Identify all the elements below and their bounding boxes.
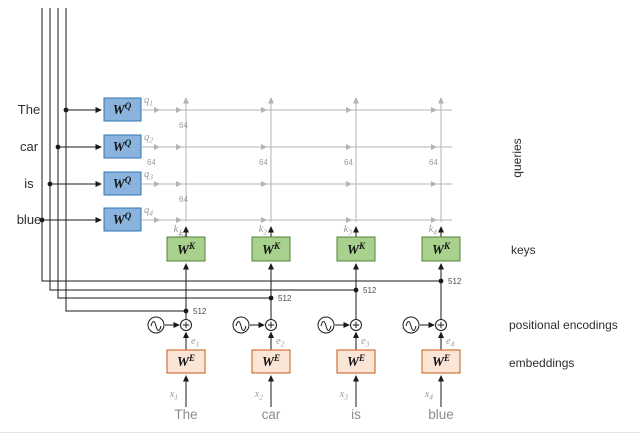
left-word-1: The [18,102,40,117]
dim-64-label: 64 [259,158,268,167]
x4-label: x4 [424,389,434,402]
wk-box-2 [251,236,291,262]
dim-64-label: 64 [147,158,156,167]
left-word-3: is [24,176,34,191]
left-word-2: car [20,139,39,154]
bottom-word-2: car [262,407,281,422]
sine-wave-icon [235,321,247,331]
routing-line-token2 [57,8,271,299]
we-box-2-label: WE [262,353,280,369]
dim-512-label: 512 [448,277,462,286]
plus-icon [437,321,445,329]
dim-64-label: 64 [344,158,353,167]
wq-box-1-label: WQ [113,101,132,117]
e2-label: e2 [276,336,285,349]
wq-box-3-label: WQ [113,175,132,191]
dim-512-label: 512 [363,286,377,295]
x3-label: x3 [339,389,349,402]
q2-label: q2 [144,132,153,145]
wk-box-3 [336,236,376,262]
we-box-3-label: WE [347,353,365,369]
wk-box-4-label: WK [432,241,451,257]
bottom-word-1: The [174,407,197,422]
branch-dot-512-2 [268,295,274,301]
k2-label: k2 [259,224,268,237]
side-labels: queries keys positional encodings embedd… [509,138,618,370]
wk-box-3-label: WK [347,241,366,257]
plus-icon [182,321,190,329]
query-key-grid: q1 q2 q3 q4 64 64 64 64 64 64 64 [141,95,452,240]
branch-dot-512-3 [353,287,359,293]
wk-box-1 [166,236,206,262]
wk-box-4 [421,236,461,262]
routing-line-token1 [65,8,186,312]
routing-line-token4 [41,8,441,282]
k4-label: k4 [429,224,438,237]
key-weight-row: k1 k2 k3 k4 WK WK WK WK [166,224,461,262]
k1-label: k1 [174,224,182,237]
embeddings-row-label: embeddings [509,356,574,370]
wk-box-1-label: WK [177,241,196,257]
q3-label: q3 [144,169,153,182]
plus-icon [267,321,275,329]
we-box-4 [421,349,461,374]
sine-wave-icon [150,321,162,331]
we-box-1-label: WE [177,353,195,369]
e1-label: e1 [191,336,199,349]
we-box-2 [251,349,291,374]
we-box-4-label: WE [432,353,450,369]
left-words: The car is blue [17,102,102,227]
x1-label: x1 [169,389,178,402]
embedding-row: WE WE WE WE x1 x2 x3 x4 [166,349,461,407]
dim-64-label: 64 [429,158,438,167]
dim-512-label: 512 [278,294,292,303]
dim-512-label: 512 [193,307,207,316]
positional-encodings-row-label: positional encodings [509,318,618,332]
bottom-words: The car is blue [174,407,453,422]
wq-box-4-label: WQ [113,211,132,227]
left-word-4: blue [17,212,42,227]
branch-dot-512-1 [183,308,189,314]
input-routing-lines [41,8,441,312]
q4-label: q4 [144,205,153,218]
query-weight-boxes: WQ WQ WQ WQ [103,97,142,232]
routing-line-token3 [49,8,356,291]
bottom-word-4: blue [428,407,454,422]
wk-box-2-label: WK [262,241,281,257]
we-box-3 [336,349,376,374]
keys-row-label: keys [511,243,536,257]
dim-64-label: 64 [179,195,188,204]
k3-label: k3 [344,224,353,237]
branch-dot-512-4 [438,278,444,284]
q1-label: q1 [144,95,153,108]
x2-label: x2 [254,389,264,402]
bottom-word-3: is [351,407,361,422]
sine-wave-icon [405,321,417,331]
dim-64-label: 64 [179,231,188,240]
e3-label: e3 [361,336,370,349]
sum-and-positional-row: 512 e1 512 e2 512 e3 512 [147,263,462,350]
wq-box-2-label: WQ [113,138,132,154]
sine-wave-icon [320,321,332,331]
plus-icon [352,321,360,329]
we-box-1 [166,349,206,374]
queries-row-label: queries [510,138,524,177]
e4-label: e4 [446,336,455,349]
dim-64-label: 64 [179,121,188,130]
